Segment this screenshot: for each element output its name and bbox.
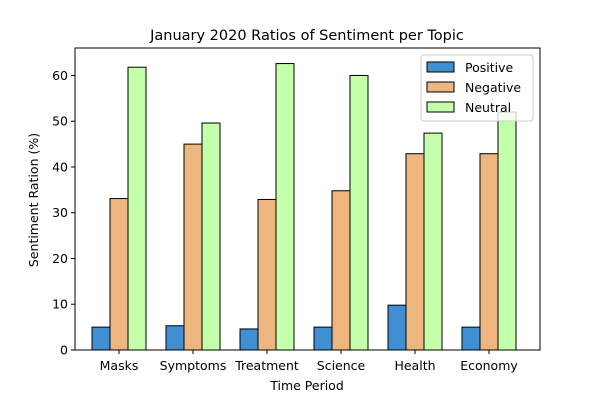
y-tick-label: 30 <box>52 205 68 220</box>
y-tick-label: 10 <box>52 297 68 312</box>
y-tick-label: 60 <box>52 68 68 83</box>
y-axis-label: Sentiment Ration (%) <box>26 133 41 267</box>
bar-negative-science <box>331 190 351 351</box>
bar-negative-masks <box>109 198 129 351</box>
x-tick-label-science: Science <box>317 358 366 373</box>
bar-neutral-health <box>423 132 443 351</box>
legend-label-positive: Positive <box>465 60 513 75</box>
x-tick-label-masks: Masks <box>100 358 139 373</box>
x-tick-label-economy: Economy <box>460 358 518 373</box>
bar-positive-science <box>313 326 333 351</box>
legend-swatch-neutral <box>426 101 455 113</box>
bar-neutral-symptoms <box>201 122 221 351</box>
bar-negative-symptoms <box>183 143 203 351</box>
x-axis-label: Time Period <box>269 378 344 393</box>
plot-frame <box>74 47 541 351</box>
legend-swatch-positive <box>426 61 455 73</box>
bar-neutral-economy <box>497 111 517 351</box>
x-tick-label-symptoms: Symptoms <box>160 358 227 373</box>
bar-positive-masks <box>91 326 111 351</box>
legend-swatch-negative <box>426 81 455 93</box>
bar-positive-symptoms <box>165 325 185 351</box>
legend-label-negative: Negative <box>465 80 521 95</box>
chart-title: January 2020 Ratios of Sentiment per Top… <box>149 28 464 44</box>
bar-negative-economy <box>479 153 499 351</box>
ticks-layer: 0 10 20 30 40 50 60 Masks Symptoms Treatment Scien… <box>52 68 518 373</box>
bar-neutral-treatment <box>275 63 295 351</box>
x-tick-label-treatment: Treatment <box>234 358 299 373</box>
bar-negative-treatment <box>257 198 277 351</box>
y-tick-label: 50 <box>52 114 68 129</box>
y-tick-label: 40 <box>52 159 68 174</box>
bar-neutral-masks <box>127 66 147 351</box>
y-tick-label: 20 <box>52 251 68 266</box>
bar-positive-treatment <box>239 328 259 351</box>
legend: Positive Negative Neutral <box>420 54 534 122</box>
bar-neutral-science <box>349 74 369 351</box>
y-tick-label: 0 <box>60 343 68 358</box>
bar-positive-health <box>387 304 407 351</box>
bar-negative-health <box>405 153 425 351</box>
bar-positive-economy <box>461 326 481 351</box>
x-tick-label-health: Health <box>394 358 435 373</box>
legend-label-neutral: Neutral <box>465 100 511 115</box>
